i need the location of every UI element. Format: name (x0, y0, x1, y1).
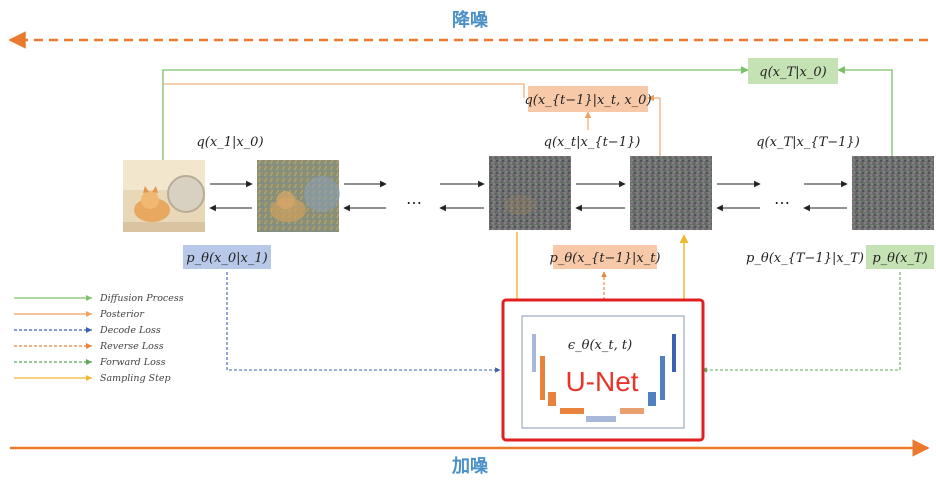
legend-label: Decode Loss (99, 325, 161, 336)
p-xT1-xT-label: p_θ(x_{T−1}|x_T) (746, 251, 864, 266)
legend-label: Posterior (99, 309, 145, 320)
legend-arrowhead (86, 311, 92, 317)
ellipsis-1: … (406, 189, 422, 208)
forward-loss-line (701, 272, 901, 373)
legend-label: Forward Loss (99, 357, 166, 368)
legend-arrowhead (86, 375, 92, 381)
q-xt-xt1-label: q(x_t|x_{t−1}) (544, 135, 641, 150)
p-x0-x1-box (183, 245, 271, 269)
diffusion-line-top-right (837, 66, 893, 160)
q-xT-x0-label: q(x_T|x_0) (759, 65, 826, 80)
q-xT-xT1-label: q(x_T|x_{T−1}) (756, 135, 860, 150)
legend-arrowhead (86, 359, 92, 365)
p-x0-x1-label: p_θ(x_0|x_1) (186, 251, 267, 266)
p-xt1-xt-box (553, 245, 657, 269)
ellipsis-2: … (774, 189, 790, 208)
transition-arrows (209, 180, 848, 212)
unet-label: U-Net (565, 366, 638, 397)
q-xT-x0-box (748, 58, 838, 84)
legend-arrowhead (86, 343, 92, 349)
eps-label: ϵ_θ(x_t, t) (568, 338, 632, 353)
p-xT-box (866, 245, 934, 269)
image-xt (630, 156, 712, 230)
bottom-label: 加噪 (451, 456, 489, 477)
legend-label: Sampling Step (100, 373, 171, 384)
legend-arrowhead (86, 327, 92, 333)
top-label: 降噪 (452, 9, 489, 31)
decode-loss-line (226, 272, 501, 373)
diffusion-line-top-left (162, 66, 749, 160)
q-x1-x0-label: q(x_1|x_0) (196, 135, 263, 150)
legend-label: Reverse Loss (99, 341, 164, 352)
legend-label: Diffusion Process (99, 293, 184, 304)
unet-blocks (532, 334, 676, 422)
q-posterior-label: q(x_{t−1}|x_t, x_0) (524, 93, 651, 108)
image-x1 (257, 160, 340, 232)
legend: Diffusion Process Posterior Decode Loss Rev… (14, 293, 184, 384)
image-xT (852, 156, 934, 230)
image-x0 (123, 160, 205, 232)
legend-arrowhead (86, 295, 92, 301)
posterior-line-left (163, 83, 525, 98)
unet-inner (521, 315, 685, 429)
q-posterior-box (528, 86, 648, 112)
image-xt-minus-1 (489, 156, 571, 230)
p-xt1-xt-label: p_θ(x_{t−1}|x_t) (550, 251, 661, 266)
p-xT-label: p_θ(x_T) (872, 251, 927, 266)
